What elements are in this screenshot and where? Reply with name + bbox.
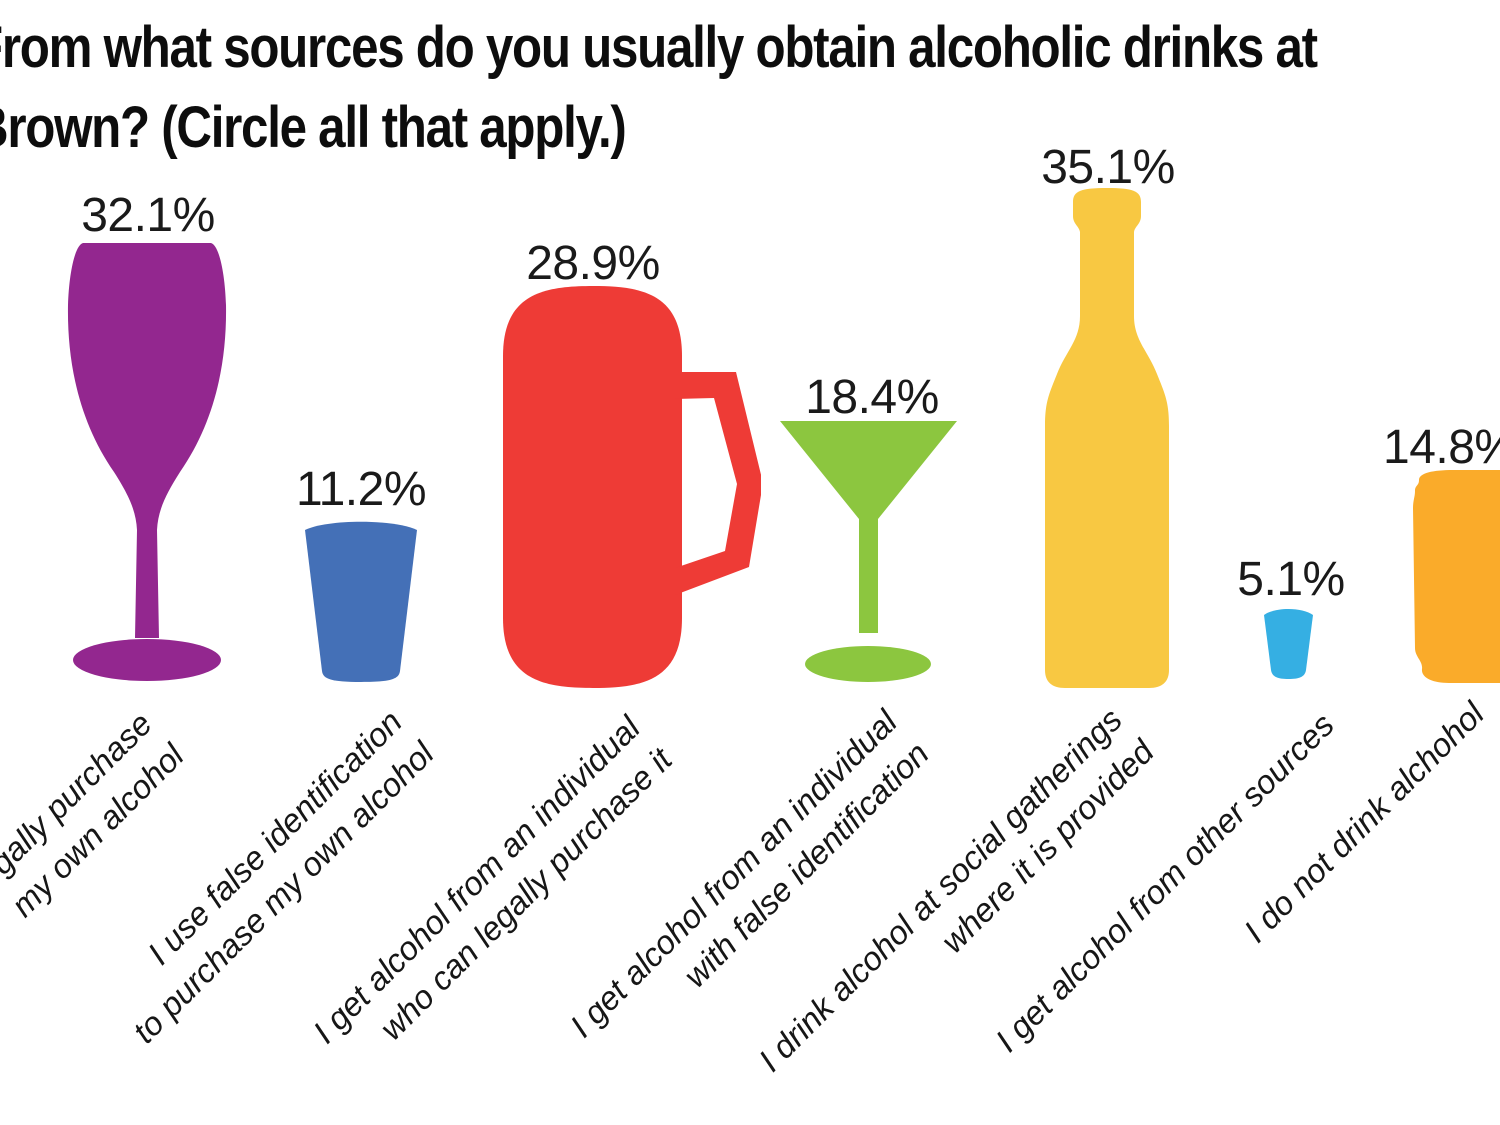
- value-label-beverage-can: 14.8%: [1383, 421, 1500, 474]
- value-label-beer-mug: 28.9%: [526, 237, 660, 290]
- beverage-can-icon: [1413, 470, 1500, 683]
- title-line-2: Brown? (Circle all that apply.): [0, 95, 627, 160]
- value-label-martini-glass: 18.4%: [805, 371, 939, 424]
- wine-glass-icon: [67, 243, 227, 681]
- chart-title: From what sources do you usually obtain …: [0, 8, 1318, 168]
- value-label-wine-glass: 32.1%: [81, 189, 215, 242]
- martini-glass-icon: [780, 421, 957, 682]
- shot-glass-icon: [1264, 609, 1313, 679]
- value-label-shot-glass: 5.1%: [1237, 553, 1345, 606]
- title-line-1: From what sources do you usually obtain …: [0, 15, 1318, 80]
- wine-bottle-icon: [1045, 188, 1169, 688]
- plastic-cup-icon: [305, 521, 417, 682]
- beer-mug-icon: [503, 286, 761, 688]
- value-label-wine-bottle: 35.1%: [1041, 141, 1175, 194]
- value-label-plastic-cup: 11.2%: [295, 463, 427, 516]
